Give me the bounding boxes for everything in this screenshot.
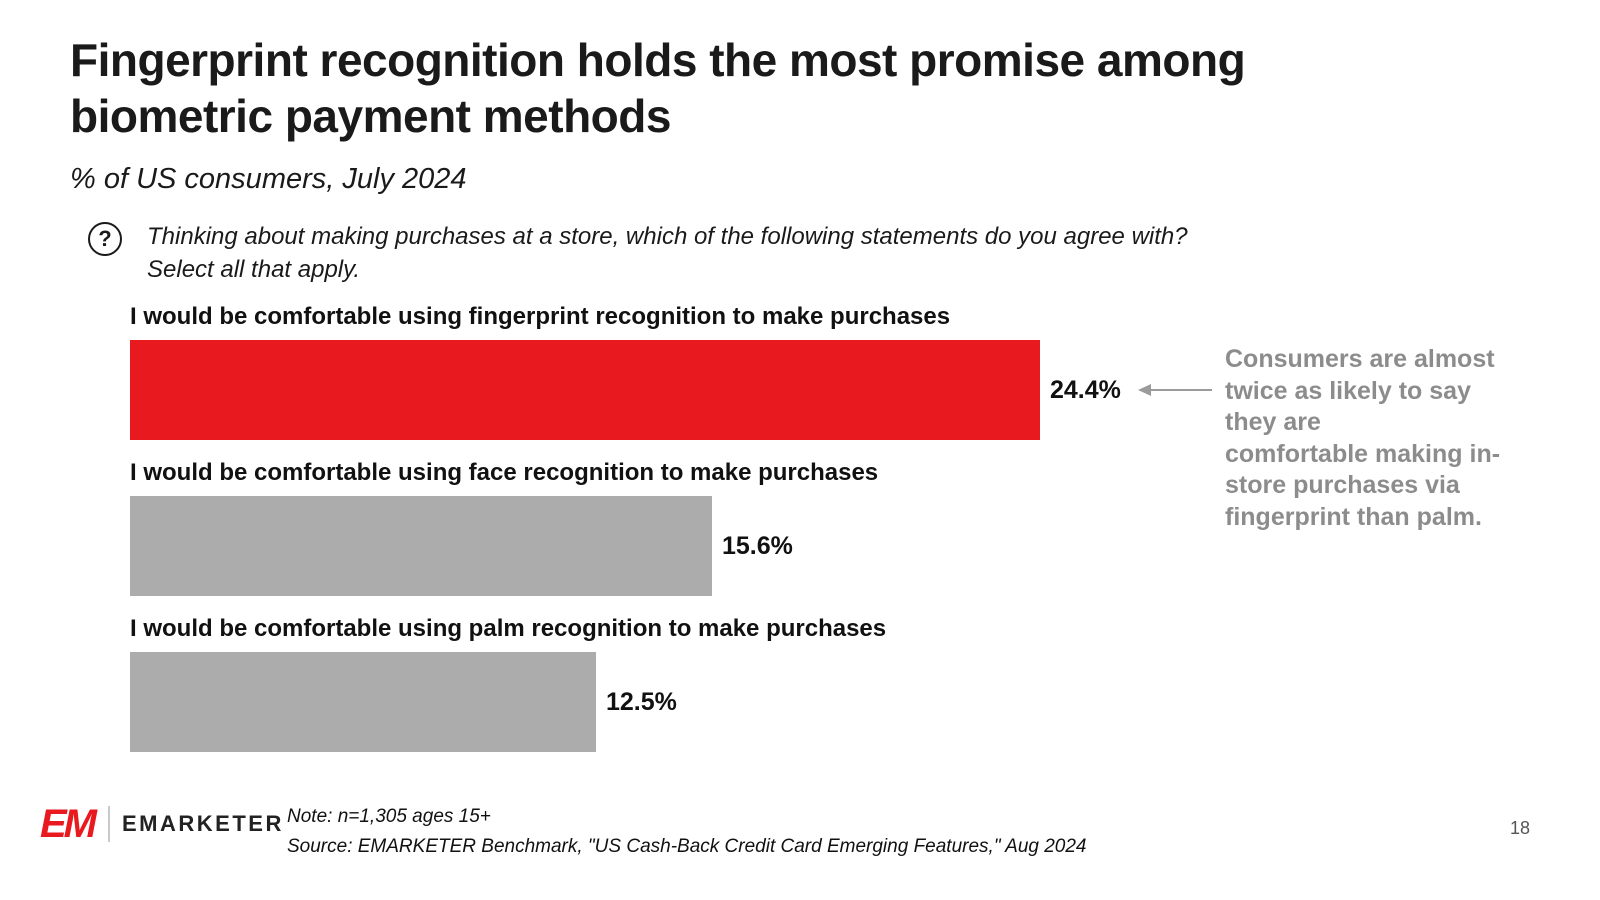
bar-fingerprint — [130, 340, 1040, 440]
emarketer-logo-icon: EM — [40, 802, 97, 846]
footnotes: Note: n=1,305 ages 15+ Source: EMARKETER… — [287, 802, 1087, 863]
chart-subtitle: % of US consumers, July 2024 — [70, 163, 467, 195]
survey-question-text: Thinking about making purchases at a sto… — [147, 223, 1188, 284]
bar-value: 12.5% — [606, 687, 677, 716]
brand-divider — [108, 806, 110, 842]
bar-palm — [130, 652, 596, 752]
bar-track: 12.5% — [130, 652, 1230, 752]
bar-value: 15.6% — [722, 531, 793, 560]
bar-label: I would be comfortable using face recogn… — [130, 459, 879, 486]
bar-chart: I would be comfortable using fingerprint… — [130, 303, 1230, 771]
page-title: Fingerprint recognition holds the most p… — [70, 34, 1246, 143]
bar-label: I would be comfortable using fingerprint… — [130, 303, 951, 330]
bar-face — [130, 496, 712, 596]
bar-track: 15.6% — [130, 496, 1230, 596]
bar-row: I would be comfortable using palm recogn… — [130, 615, 1230, 752]
brand-name: EMARKETER — [122, 811, 284, 836]
note-text: Note: n=1,305 ages 15+ — [287, 806, 491, 827]
left-arrow-icon — [1138, 382, 1212, 403]
survey-question: ? Thinking about making purchases at a s… — [88, 220, 1388, 286]
source-text: Source: EMARKETER Benchmark, "US Cash-Ba… — [287, 836, 1087, 858]
bar-track: 24.4% — [130, 340, 1230, 440]
callout-annotation: Consumers are almost twice as likely to … — [1225, 345, 1501, 531]
question-mark-icon: ? — [88, 222, 122, 256]
bar-label: I would be comfortable using palm recogn… — [130, 615, 887, 642]
bar-value: 24.4% — [1050, 375, 1121, 404]
page-number: 18 — [1510, 818, 1531, 838]
bar-row: I would be comfortable using fingerprint… — [130, 303, 1230, 440]
footer-brand: EM EMARKETER — [40, 804, 284, 844]
bar-row: I would be comfortable using face recogn… — [130, 459, 1230, 596]
